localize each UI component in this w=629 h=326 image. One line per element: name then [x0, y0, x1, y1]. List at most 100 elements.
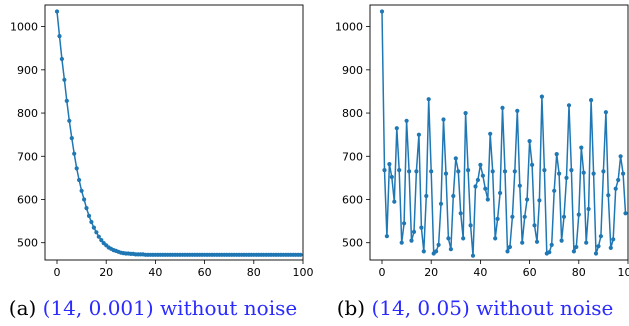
data-point [458, 211, 463, 216]
data-point [84, 206, 89, 211]
data-point [414, 169, 419, 174]
data-point [443, 171, 449, 176]
data-point [416, 132, 421, 137]
data-point [411, 229, 417, 234]
data-point [74, 166, 79, 171]
data-point [461, 236, 466, 241]
y-tick-label: 1000 [10, 21, 38, 34]
data-point [59, 56, 64, 62]
data-point [389, 174, 394, 180]
y-tick-label: 700 [342, 150, 363, 163]
y-tick-label: 600 [17, 193, 38, 206]
data-point [421, 249, 426, 254]
data-point [79, 188, 84, 193]
data-point [426, 97, 431, 102]
data-point [392, 199, 397, 204]
caption-a: (a) (14, 0.001) without noise [8, 296, 298, 324]
data-point [532, 223, 537, 228]
data-point [409, 238, 414, 243]
data-point [407, 169, 412, 174]
data-point [571, 249, 577, 254]
data-point [608, 245, 613, 250]
data-point [500, 105, 505, 110]
x-tick-label: 0 [379, 266, 386, 279]
data-point [534, 239, 540, 244]
data-point [515, 108, 520, 113]
data-point [559, 238, 564, 243]
data-point [67, 118, 72, 123]
data-point [542, 168, 547, 173]
y-tick-label: 600 [342, 193, 363, 206]
data-point [89, 219, 94, 225]
data-point [505, 249, 510, 254]
data-point [466, 168, 471, 173]
data-point [483, 186, 488, 191]
data-point [62, 77, 67, 82]
data-point [429, 169, 434, 174]
data-point [456, 169, 461, 174]
data-point [557, 171, 562, 176]
data-point [64, 98, 69, 103]
data-point [96, 234, 101, 239]
x-tick-label: 60 [198, 266, 212, 279]
x-tick-label: 40 [473, 266, 487, 279]
plot-frame [44, 4, 304, 261]
y-tick-label: 500 [17, 237, 38, 250]
plot-frame [369, 4, 629, 261]
data-point [517, 183, 522, 188]
data-point [463, 111, 468, 116]
data-point [478, 162, 483, 167]
data-point [589, 98, 594, 103]
data-point [495, 216, 500, 221]
data-point [593, 251, 599, 256]
data-point [561, 214, 567, 219]
data-point [419, 225, 424, 230]
data-point [379, 9, 385, 14]
data-point [512, 169, 517, 174]
caption-a-suffix: without noise [160, 296, 298, 320]
data-point [402, 221, 407, 226]
data-point [618, 154, 623, 159]
x-tick-label: 0 [54, 266, 61, 279]
y-tick-label: 900 [342, 64, 363, 77]
data-point [82, 197, 87, 202]
data-point [584, 240, 589, 245]
caption-a-letter: (a) [8, 296, 37, 320]
data-point [485, 197, 490, 202]
data-point [606, 193, 611, 198]
y-tick-label: 1000 [335, 21, 363, 34]
data-point [603, 110, 609, 115]
data-point [399, 240, 404, 245]
data-point [566, 103, 572, 108]
data-point [72, 151, 77, 156]
x-tick-label: 40 [148, 266, 162, 279]
data-point [384, 234, 389, 239]
series-line [56, 11, 301, 256]
data-point [493, 236, 498, 241]
caption-b-params: (14, 0.05) [371, 296, 470, 320]
caption-b: (b) (14, 0.05) without noise [330, 296, 620, 324]
data-point [598, 234, 604, 239]
data-point [574, 244, 579, 250]
data-point [86, 213, 92, 218]
data-point [623, 211, 628, 216]
data-point [522, 214, 527, 219]
data-point [434, 249, 439, 254]
data-point [448, 247, 453, 252]
data-point [520, 240, 525, 245]
data-point [537, 198, 542, 203]
data-point [510, 214, 515, 219]
data-point [475, 177, 480, 183]
x-tick-label: 20 [424, 266, 438, 279]
data-point [490, 169, 495, 174]
data-point [547, 250, 552, 255]
data-point [502, 169, 508, 174]
data-point [579, 145, 584, 150]
data-point [527, 139, 532, 144]
data-point [564, 175, 569, 180]
data-point [480, 173, 485, 178]
data-point [424, 193, 429, 199]
data-point [596, 244, 601, 249]
caption-b-letter: (b) [336, 296, 366, 320]
data-point [586, 206, 591, 212]
